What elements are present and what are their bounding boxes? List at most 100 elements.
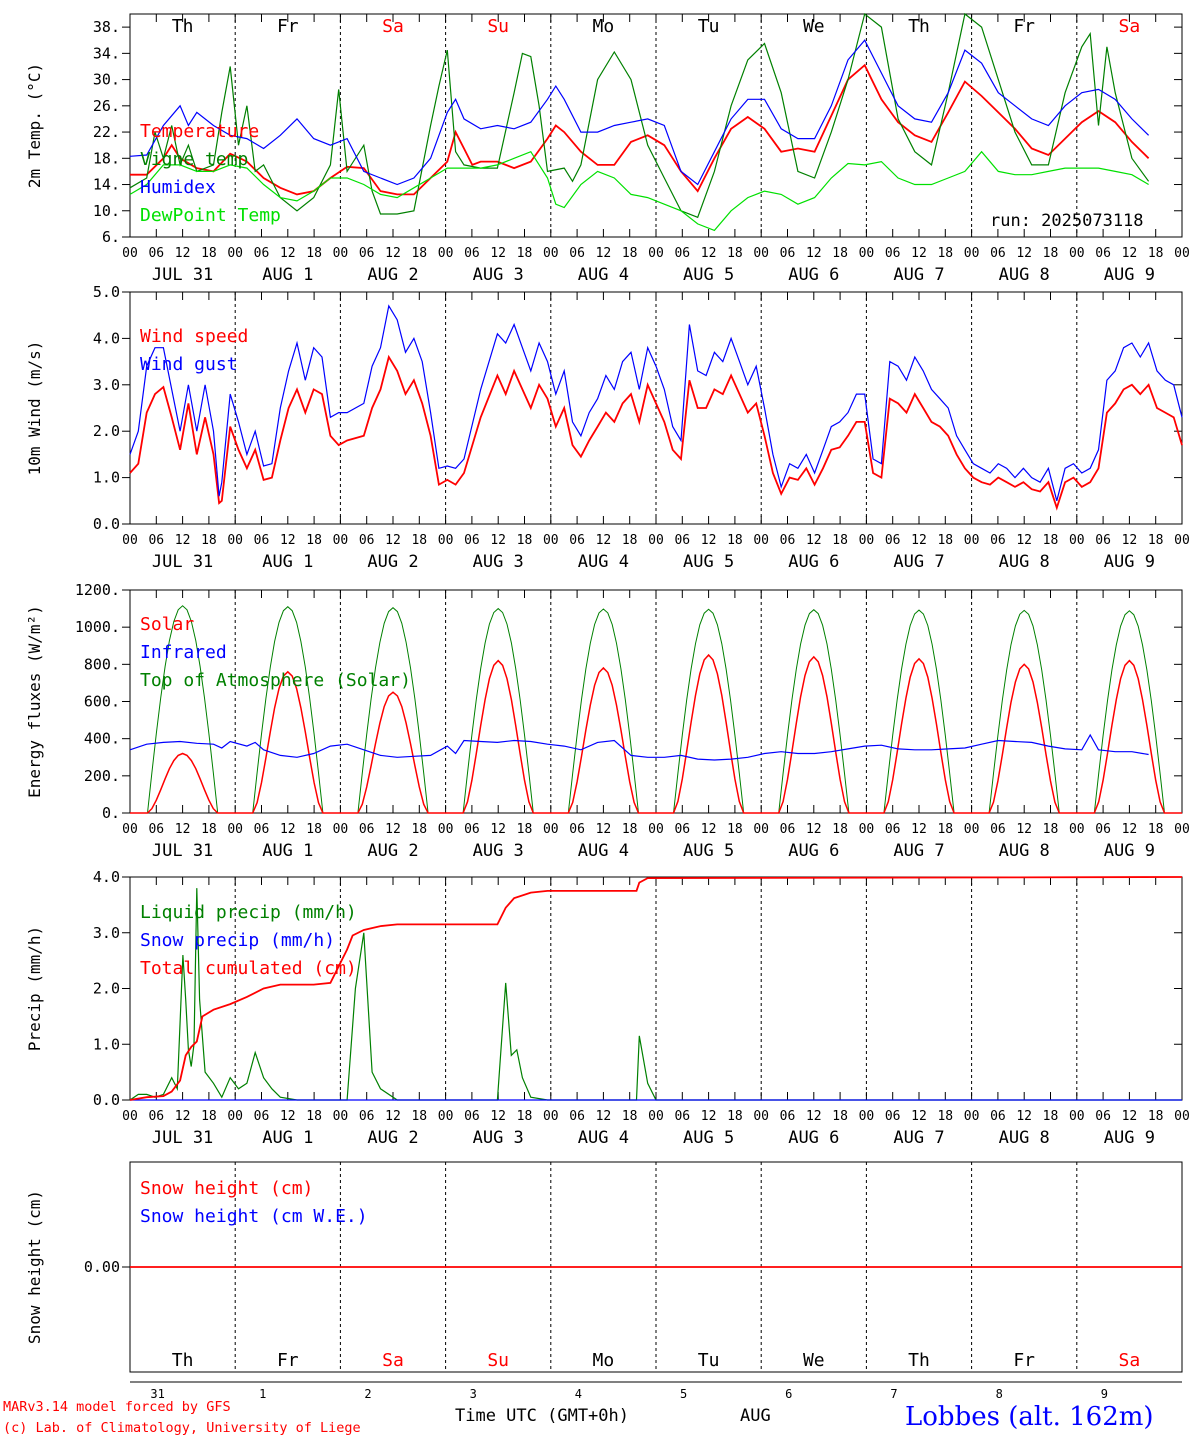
hour-tick-label: 06: [254, 1109, 270, 1124]
hour-tick-label: 18: [832, 533, 848, 548]
hour-tick-label: 06: [885, 1109, 901, 1124]
series-liquid-precip-mm-h-: [129, 888, 1182, 1101]
hour-tick-label: 00: [964, 1109, 980, 1124]
date-label: AUG 3: [473, 265, 524, 285]
hour-tick-label: 12: [806, 533, 822, 548]
y-tick-label: 4.0: [93, 868, 120, 886]
hour-tick-label: 00: [333, 1109, 349, 1124]
hour-tick-label: 18: [832, 246, 848, 261]
hour-tick-label: 06: [1095, 533, 1111, 548]
hour-tick-label: 06: [990, 1109, 1006, 1124]
hour-tick-label: 18: [517, 533, 533, 548]
date-label: AUG 6: [788, 265, 839, 285]
hour-tick-label: 18: [622, 1109, 638, 1124]
y-tick-label: 0.0: [93, 515, 120, 533]
hour-tick-label: 18: [411, 1109, 427, 1124]
weekday-label-bottom: Sa: [382, 1350, 404, 1371]
hour-tick-label: 00: [122, 246, 138, 261]
date-label: AUG 1: [262, 552, 313, 572]
y-tick-label: 30.: [93, 71, 120, 89]
date-label: AUG 4: [578, 1128, 629, 1148]
hour-tick-label: 12: [806, 822, 822, 837]
weekday-label-top: Th: [172, 16, 194, 37]
date-label: AUG 9: [1104, 1128, 1155, 1148]
weekday-label-top: Sa: [382, 16, 404, 37]
day-number: 31: [150, 1387, 164, 1401]
hour-tick-label: 00: [227, 246, 243, 261]
date-label: AUG 3: [473, 552, 524, 572]
hour-tick-label: 18: [201, 246, 217, 261]
hour-tick-label: 18: [1148, 246, 1164, 261]
legend-entry: Snow precip (mm/h): [140, 930, 335, 951]
hour-tick-label: 12: [385, 822, 401, 837]
legend-entry: Total cumulated (cm): [140, 958, 357, 979]
weekday-label-top: Fr: [1013, 16, 1035, 37]
date-label: AUG 2: [367, 265, 418, 285]
hour-tick-label: 06: [148, 246, 164, 261]
y-tick-label: 600.: [84, 693, 120, 711]
hour-tick-label: 12: [1122, 822, 1138, 837]
weekday-label-bottom: We: [803, 1350, 825, 1371]
hour-tick-label: 00: [753, 246, 769, 261]
date-label: JUL 31: [152, 841, 213, 861]
date-label: AUG 7: [893, 552, 944, 572]
series-wind-gust: [129, 304, 1183, 501]
date-label: JUL 31: [152, 1128, 213, 1148]
hour-tick-label: 06: [148, 822, 164, 837]
legend-entry: DewPoint Temp: [140, 205, 281, 226]
day-number: 5: [680, 1387, 687, 1401]
date-label: AUG 4: [578, 265, 629, 285]
y-tick-label: 22.: [93, 123, 120, 141]
date-label: JUL 31: [152, 265, 213, 285]
y-tick-label: 34.: [93, 44, 120, 62]
hour-tick-label: 18: [1148, 1109, 1164, 1124]
hour-tick-label: 06: [780, 246, 796, 261]
hour-tick-label: 00: [859, 822, 875, 837]
hour-tick-label: 00: [1069, 533, 1085, 548]
y-tick-label: 18.: [93, 149, 120, 167]
hour-tick-label: 00: [648, 1109, 664, 1124]
x-axis-title: Time UTC (GMT+0h): [455, 1406, 629, 1426]
hour-tick-label: 12: [1122, 533, 1138, 548]
y-tick-label: 2.0: [93, 980, 120, 998]
day-number: 6: [785, 1387, 792, 1401]
hour-tick-label: 00: [753, 533, 769, 548]
hour-tick-label: 06: [780, 533, 796, 548]
y-tick-label: 10.: [93, 202, 120, 220]
y-tick-label: 6.: [102, 228, 120, 246]
hour-tick-label: 00: [227, 1109, 243, 1124]
day-number: 1: [259, 1387, 266, 1401]
hour-tick-label: 00: [333, 246, 349, 261]
hour-tick-label: 12: [911, 822, 927, 837]
day-number: 8: [996, 1387, 1003, 1401]
hour-tick-label: 12: [280, 246, 296, 261]
y-tick-label: 38.: [93, 18, 120, 36]
hour-tick-label: 12: [490, 1109, 506, 1124]
weekday-label-top: Fr: [277, 16, 299, 37]
legend-entry: Snow height (cm W.E.): [140, 1206, 368, 1227]
day-number: 7: [890, 1387, 897, 1401]
hour-tick-label: 18: [727, 1109, 743, 1124]
hour-tick-label: 18: [411, 822, 427, 837]
hour-tick-label: 12: [806, 1109, 822, 1124]
hour-tick-label: 12: [175, 246, 191, 261]
weekday-label-bottom: Th: [172, 1350, 194, 1371]
hour-tick-label: 18: [201, 822, 217, 837]
date-label: AUG 7: [893, 841, 944, 861]
weekday-label-bottom: Mo: [593, 1350, 615, 1371]
hour-tick-label: 00: [964, 246, 980, 261]
hour-tick-label: 18: [1043, 246, 1059, 261]
hour-tick-label: 18: [622, 246, 638, 261]
y-axis-label: Precip (mm/h): [25, 926, 44, 1051]
weekday-label-bottom: Sa: [1119, 1350, 1141, 1371]
hour-tick-label: 12: [280, 1109, 296, 1124]
hour-tick-label: 18: [1148, 822, 1164, 837]
hour-tick-label: 12: [175, 1109, 191, 1124]
date-label: AUG 8: [999, 1128, 1050, 1148]
hour-tick-label: 18: [622, 822, 638, 837]
series-infrared: [129, 733, 1149, 761]
hour-tick-label: 00: [1174, 533, 1190, 548]
hour-tick-label: 18: [832, 822, 848, 837]
hour-tick-label: 18: [937, 822, 953, 837]
y-tick-label: 3.0: [93, 376, 120, 394]
